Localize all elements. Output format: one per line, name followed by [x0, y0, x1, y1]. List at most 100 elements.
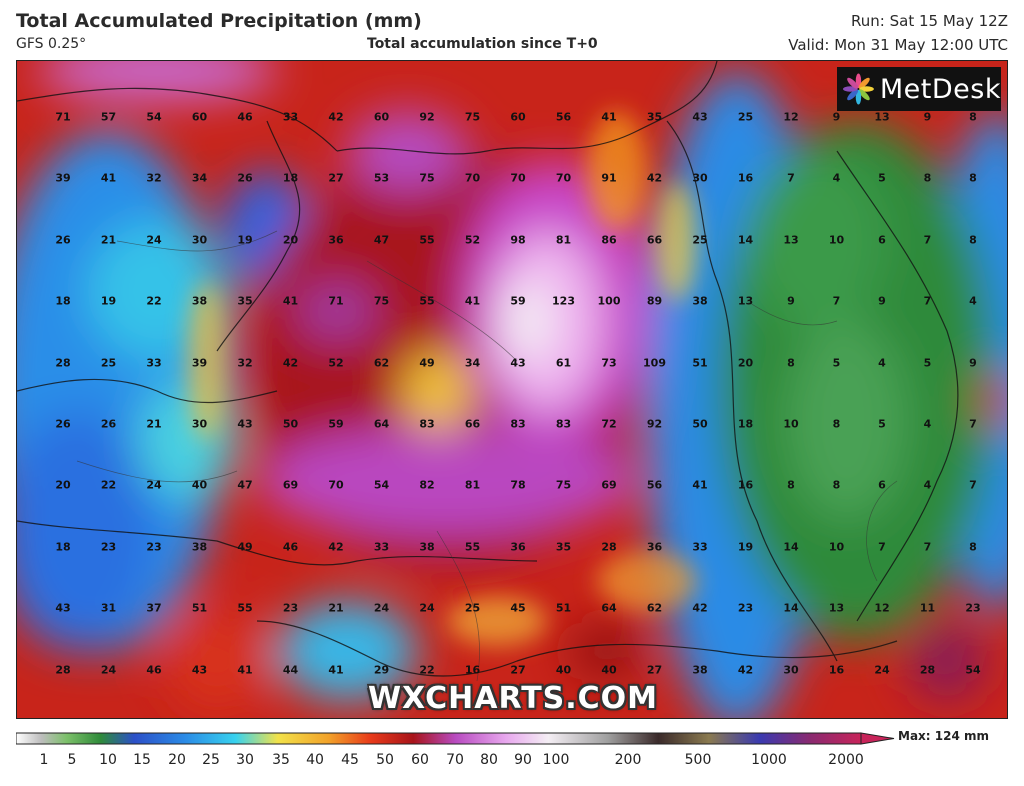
grid-value: 7: [787, 171, 795, 185]
grid-value: 26: [237, 171, 253, 185]
metdesk-logo: MetDesk: [837, 67, 1001, 111]
grid-value: 42: [328, 110, 344, 124]
grid-value: 42: [328, 540, 344, 554]
grid-value: 34: [191, 171, 208, 185]
grid-value: 18: [55, 294, 71, 308]
grid-value: 33: [282, 110, 299, 124]
max-value-label: Max: 124 mm: [898, 729, 989, 743]
grid-value: 8: [832, 417, 841, 431]
grid-value: 100: [597, 294, 621, 308]
grid-value: 42: [282, 356, 299, 370]
grid-value: 36: [510, 540, 526, 554]
scale-tick-label: 40: [306, 752, 324, 768]
grid-value: 8: [923, 171, 932, 185]
grid-value: 24: [146, 233, 162, 247]
grid-value: 10: [828, 233, 845, 247]
grid-value: 7: [832, 294, 841, 308]
grid-value: 71: [328, 294, 344, 308]
scale-tick-label: 200: [614, 752, 642, 768]
grid-value: 27: [328, 171, 344, 185]
grid-value: 9: [878, 294, 886, 308]
grid-value: 36: [646, 540, 663, 554]
grid-value: 24: [373, 601, 390, 615]
grid-value: 41: [100, 171, 117, 185]
grid-value: 19: [237, 233, 253, 247]
grid-value: 66: [464, 417, 481, 431]
grid-value: 83: [419, 417, 435, 431]
grid-value: 33: [692, 540, 708, 554]
grid-value: 43: [191, 663, 208, 677]
scale-tick-label: 30: [236, 752, 254, 768]
grid-value: 109: [643, 356, 666, 370]
grid-value: 9: [969, 356, 977, 370]
grid-value: 70: [328, 478, 344, 492]
grid-value: 7: [923, 540, 932, 554]
scale-tick-label: 35: [272, 752, 290, 768]
grid-value: 55: [419, 233, 435, 247]
grid-value: 57: [100, 110, 117, 124]
grid-value: 38: [419, 540, 435, 554]
grid-value: 51: [555, 601, 572, 615]
grid-value: 75: [373, 294, 390, 308]
grid-value: 75: [464, 110, 481, 124]
grid-value: 56: [646, 478, 663, 492]
grid-value: 38: [692, 294, 708, 308]
grid-value: 38: [692, 663, 708, 677]
grid-value: 8: [787, 356, 795, 370]
grid-value: 36: [328, 233, 344, 247]
grid-value: 4: [969, 294, 977, 308]
grid-value: 22: [100, 478, 117, 492]
grid-value: 50: [282, 417, 299, 431]
grid-value: 55: [237, 601, 253, 615]
grid-value: 60: [510, 110, 526, 124]
grid-value: 13: [783, 233, 799, 247]
grid-value: 22: [419, 663, 435, 677]
grid-value: 49: [237, 540, 253, 554]
grid-value: 4: [878, 356, 886, 370]
grid-value: 43: [55, 601, 71, 615]
grid-value: 28: [55, 356, 71, 370]
grid-value: 40: [601, 663, 617, 677]
grid-value: 59: [328, 417, 344, 431]
grid-value: 11: [919, 601, 936, 615]
grid-value: 23: [146, 540, 162, 554]
grid-value: 59: [510, 294, 526, 308]
grid-value: 29: [373, 663, 390, 677]
scale-tick-label: 90: [514, 752, 532, 768]
grid-value: 46: [237, 110, 253, 124]
model-label: GFS 0.25°: [16, 36, 87, 52]
grid-value: 21: [100, 233, 117, 247]
grid-value: 81: [555, 233, 572, 247]
grid-value: 24: [874, 663, 890, 677]
grid-value: 18: [737, 417, 754, 431]
grid-value: 16: [737, 478, 754, 492]
precipitation-color-scale: [16, 732, 895, 745]
grid-value: 35: [646, 110, 663, 124]
grid-value: 14: [737, 233, 754, 247]
grid-value: 43: [692, 110, 708, 124]
grid-value: 8: [969, 110, 977, 124]
grid-value: 78: [510, 478, 526, 492]
accumulation-subtitle: Total accumulation since T+0: [367, 36, 598, 52]
run-time: Run: Sat 15 May 12Z: [851, 12, 1008, 30]
grid-value: 83: [510, 417, 526, 431]
grid-value: 54: [373, 478, 390, 492]
grid-value: 75: [419, 171, 435, 185]
grid-value: 28: [601, 540, 617, 554]
grid-value: 61: [555, 356, 572, 370]
grid-value: 42: [737, 663, 754, 677]
grid-value: 52: [464, 233, 481, 247]
grid-value: 26: [55, 417, 71, 431]
grid-value: 21: [146, 417, 162, 431]
scale-tick-label: 60: [411, 752, 429, 768]
precipitation-field: [17, 61, 1007, 718]
grid-value: 38: [191, 540, 208, 554]
grid-value: 5: [832, 356, 841, 370]
grid-value: 16: [828, 663, 845, 677]
grid-value: 35: [555, 540, 572, 554]
scale-tick-label: 80: [480, 752, 498, 768]
grid-value: 42: [646, 171, 663, 185]
grid-value: 20: [55, 478, 71, 492]
grid-value: 55: [464, 540, 481, 554]
grid-value: 86: [601, 233, 617, 247]
